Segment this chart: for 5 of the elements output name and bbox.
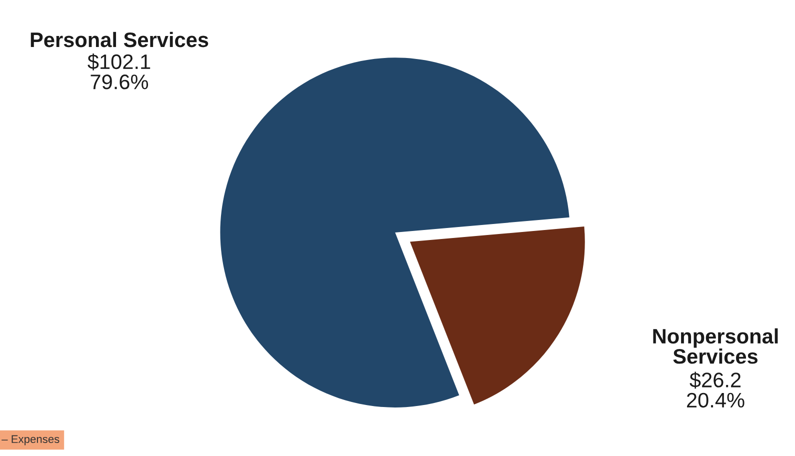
data-label: $102.1 79.6% xyxy=(88,53,150,90)
slice-label: Nonpersonal Services xyxy=(653,328,778,364)
data-label: $26.2 20.4% xyxy=(687,372,744,408)
slice-label: Personal Services xyxy=(30,32,208,48)
text: – Expenses xyxy=(2,435,60,446)
